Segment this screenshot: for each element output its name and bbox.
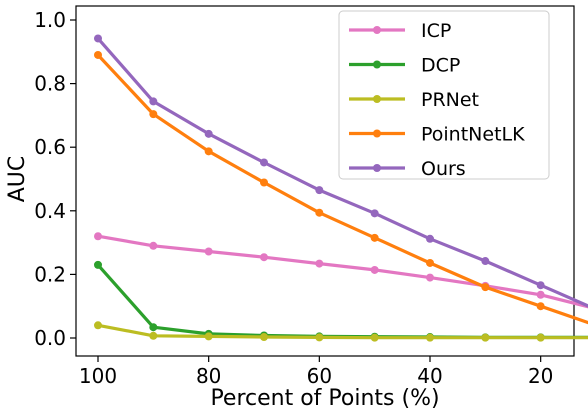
data-point-icp bbox=[94, 232, 102, 241]
y-axis-label: AUC bbox=[5, 156, 30, 203]
data-point-ours bbox=[149, 97, 158, 106]
x-tick-label: 60 bbox=[307, 364, 332, 388]
data-point-icp bbox=[204, 247, 213, 256]
data-point-pointnetlk bbox=[315, 208, 324, 217]
legend-label-icp: ICP bbox=[421, 20, 451, 42]
data-point-ours bbox=[315, 186, 324, 195]
data-point-pointnetlk bbox=[94, 50, 102, 59]
legend-label-ours: Ours bbox=[421, 158, 466, 180]
x-tick-label: 100 bbox=[79, 364, 117, 388]
legend-marker-prnet bbox=[373, 95, 381, 103]
legend-label-dcp: DCP bbox=[421, 55, 460, 77]
data-point-prnet bbox=[536, 333, 545, 342]
data-point-prnet bbox=[481, 333, 490, 342]
data-point-icp bbox=[149, 241, 158, 250]
x-tick-label: 80 bbox=[196, 364, 221, 388]
y-tick-label: 0.4 bbox=[34, 199, 66, 223]
data-point-prnet bbox=[260, 333, 268, 342]
data-point-prnet bbox=[204, 332, 213, 341]
data-point-ours bbox=[536, 281, 545, 290]
series-line-ours bbox=[96, 37, 588, 308]
data-point-pointnetlk bbox=[370, 233, 379, 242]
y-tick-label: 0.8 bbox=[34, 72, 66, 96]
y-tick-label: 0.6 bbox=[34, 135, 66, 159]
legend-marker-ours bbox=[373, 164, 381, 172]
legend-marker-pointnetlk bbox=[373, 129, 381, 138]
data-point-prnet bbox=[149, 331, 158, 340]
data-point-ours bbox=[204, 129, 213, 138]
data-point-ours bbox=[260, 158, 268, 167]
y-tick-label: 1.0 bbox=[34, 8, 66, 32]
x-tick-label: 20 bbox=[528, 364, 553, 388]
legend: ICP DCP PRNet PointNetLK Ours bbox=[338, 10, 550, 180]
data-point-pointnetlk bbox=[536, 302, 545, 311]
data-point-icp bbox=[426, 273, 434, 282]
series-line-pointnetlk bbox=[96, 53, 588, 325]
data-point-ours bbox=[426, 234, 434, 243]
series-line-prnet bbox=[97, 323, 588, 340]
data-point-icp bbox=[370, 265, 379, 274]
data-point-icp bbox=[536, 290, 545, 299]
data-point-pointnetlk bbox=[149, 110, 158, 119]
data-point-prnet bbox=[426, 333, 434, 342]
data-point-prnet bbox=[370, 333, 379, 342]
data-point-icp bbox=[260, 253, 268, 262]
y-tick-label: 0.0 bbox=[34, 326, 66, 350]
data-point-ours bbox=[370, 209, 379, 218]
legend-box bbox=[338, 10, 550, 180]
data-point-prnet bbox=[94, 321, 102, 330]
data-point-pointnetlk bbox=[204, 147, 213, 156]
legend-marker-icp bbox=[373, 26, 381, 34]
x-tick-label: 40 bbox=[417, 364, 442, 388]
data-point-ours bbox=[94, 34, 102, 43]
y-tick-label: 0.2 bbox=[34, 262, 66, 286]
legend-label-prnet: PRNet bbox=[421, 89, 479, 111]
series-line-dcp bbox=[96, 263, 588, 339]
data-point-icp bbox=[315, 259, 324, 268]
series-line-icp bbox=[97, 234, 588, 309]
x-axis-label: Percent of Points (%) bbox=[210, 386, 439, 411]
data-point-dcp bbox=[94, 260, 102, 269]
data-point-pointnetlk bbox=[260, 178, 268, 187]
data-point-dcp bbox=[149, 323, 158, 332]
legend-marker-dcp bbox=[373, 60, 381, 69]
data-point-prnet bbox=[315, 333, 324, 342]
data-point-ours bbox=[481, 257, 490, 266]
plot-frame bbox=[75, 5, 575, 357]
data-point-pointnetlk bbox=[481, 283, 490, 292]
plot-area: 0.0 0.2 0.4 0.6 0.8 1.0 100 80 60 40 20 bbox=[34, 5, 588, 388]
legend-label-pointnetlk: PointNetLK bbox=[421, 124, 525, 146]
data-point-pointnetlk bbox=[426, 258, 434, 267]
